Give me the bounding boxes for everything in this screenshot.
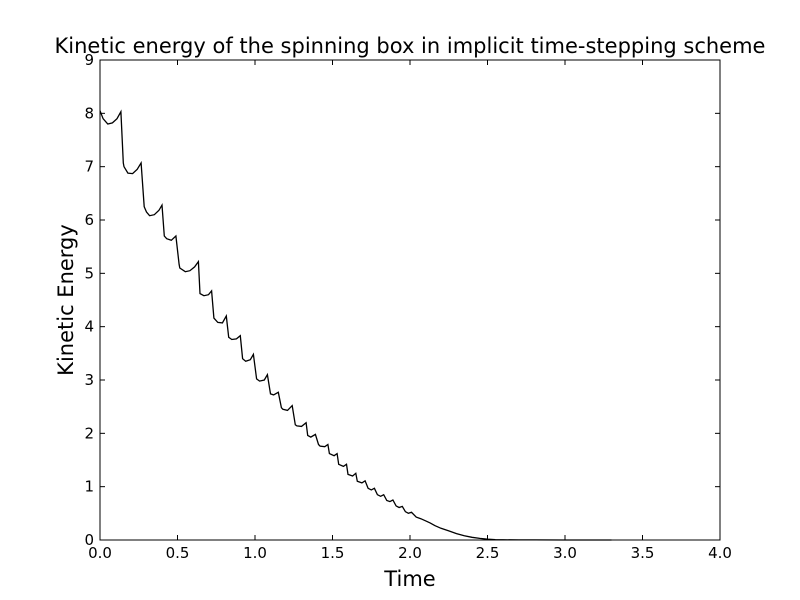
x-axis-label: Time (383, 567, 435, 591)
x-tick-label: 3.0 (553, 544, 577, 562)
x-tick-label: 3.5 (631, 544, 655, 562)
axis-ticks (99, 59, 721, 541)
x-tick-label: 0.5 (166, 544, 190, 562)
y-tick-label: 0 (84, 531, 94, 549)
x-tick-label: 4.0 (708, 544, 732, 562)
chart-title: Kinetic energy of the spinning box in im… (55, 34, 766, 58)
y-tick-label: 8 (84, 104, 94, 122)
y-tick-label: 1 (84, 478, 94, 496)
y-axis-label: Kinetic Energy (54, 224, 78, 376)
y-tick-label: 5 (84, 264, 94, 282)
plot-frame (99, 59, 721, 541)
x-tick-label: 1.5 (321, 544, 345, 562)
x-tick-label: 1.0 (243, 544, 267, 562)
y-tick-label: 7 (84, 158, 94, 176)
plot-area (99, 59, 721, 541)
y-tick-label: 6 (84, 211, 94, 229)
x-tick-label: 0.0 (88, 544, 112, 562)
kinetic-energy-series-line (99, 109, 612, 541)
x-tick-label: 2.5 (476, 544, 500, 562)
y-tick-label: 3 (84, 371, 94, 389)
x-tick-label: 2.0 (398, 544, 422, 562)
y-tick-label: 4 (84, 318, 94, 336)
y-tick-label: 9 (84, 51, 94, 69)
tick-labels: 0.0 0.5 1.0 1.5 2.0 2.5 3.0 3.5 4.0 0 1 2 3 4 5 6 7 8 9 (84, 51, 731, 562)
y-tick-label: 2 (84, 424, 94, 442)
